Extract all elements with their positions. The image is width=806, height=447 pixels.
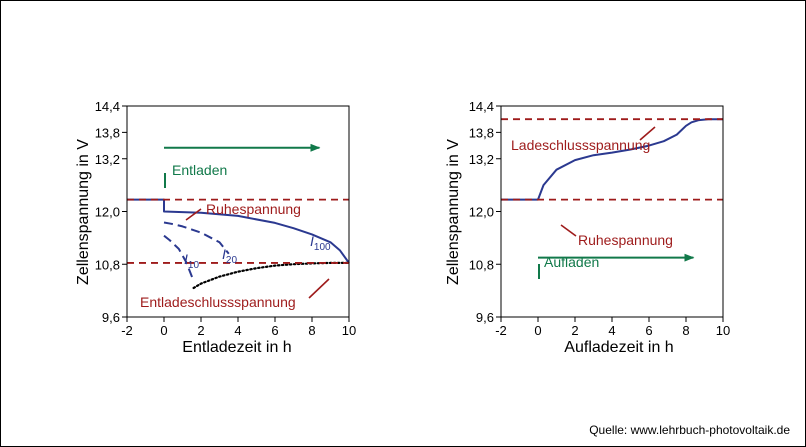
series-line bbox=[192, 261, 351, 290]
y-tick-label: 9,6 bbox=[102, 310, 120, 325]
y-tick-label: 13,8 bbox=[95, 125, 120, 140]
x-tick-label: 0 bbox=[534, 323, 541, 338]
y-tick-label: 14,4 bbox=[95, 99, 120, 114]
y-tick-label: 13,8 bbox=[469, 125, 494, 140]
ruhespannung-leader bbox=[560, 224, 577, 237]
y-tick-label: 10,8 bbox=[469, 257, 494, 272]
series-label-i20: I20 bbox=[222, 246, 237, 266]
x-axis-title: Entladezeit in h bbox=[182, 339, 291, 356]
x-tick-label: -2 bbox=[121, 323, 133, 338]
ruhespannung-label: Ruhespannung bbox=[206, 201, 301, 217]
x-tick-label: 10 bbox=[716, 323, 730, 338]
discharge-chart: -2 0 2 4 6 8 10 9,6 10,8 12,0 13,2 13,8 14,4 Entlade… bbox=[75, 99, 356, 356]
x-tick-label: 2 bbox=[571, 323, 578, 338]
entladeschluss-label: Entladeschlussspannung bbox=[140, 294, 296, 310]
series-line bbox=[501, 118, 723, 201]
ruhespannung-leader bbox=[185, 208, 202, 221]
x-tick-label: 4 bbox=[234, 323, 241, 338]
series-line bbox=[127, 198, 350, 264]
y-tick-label: 13,2 bbox=[95, 152, 120, 167]
entladen-label: Entladen bbox=[172, 162, 227, 178]
y-tick-label: 14,4 bbox=[469, 99, 494, 114]
ladeschluss-label: Ladeschlussspannung bbox=[511, 137, 650, 153]
series-line bbox=[163, 221, 230, 255]
series-label-i100: I100 bbox=[310, 233, 331, 253]
series-label-i10: I10 bbox=[184, 251, 199, 271]
x-tick-label: 6 bbox=[271, 323, 278, 338]
x-tick-label: 2 bbox=[197, 323, 204, 338]
source-credit: Quelle: www.lehrbuch-photovoltaik.de bbox=[589, 423, 790, 437]
x-tick-label: -2 bbox=[495, 323, 507, 338]
charge-chart: -2 0 2 4 6 8 10 9,6 10,8 12,0 13,2 13,8 14,4 Auflade… bbox=[445, 99, 730, 356]
series-line bbox=[163, 234, 195, 282]
x-axis-title: Aufladezeit in h bbox=[564, 339, 673, 356]
y-tick-label: 9,6 bbox=[476, 310, 494, 325]
x-tick-label: 4 bbox=[608, 323, 615, 338]
y-tick-label: 12,0 bbox=[95, 205, 120, 220]
x-tick-label: 6 bbox=[645, 323, 652, 338]
y-tick-label: 10,8 bbox=[95, 257, 120, 272]
ladeschluss-leader bbox=[639, 126, 656, 141]
x-tick-label: 0 bbox=[160, 323, 167, 338]
aufladen-label: Aufladen bbox=[544, 254, 599, 270]
x-tick-label: 8 bbox=[308, 323, 315, 338]
entladeschluss-leader bbox=[308, 278, 330, 299]
x-tick-label: 10 bbox=[342, 323, 356, 338]
y-axis-title: Zellenspannung in V bbox=[445, 139, 462, 285]
y-tick-label: 12,0 bbox=[469, 205, 494, 220]
x-tick-label: 8 bbox=[682, 323, 689, 338]
ruhespannung-label: Ruhespannung bbox=[578, 232, 673, 248]
y-tick-label: 13,2 bbox=[469, 152, 494, 167]
y-axis-title: Zellenspannung in V bbox=[75, 139, 92, 285]
